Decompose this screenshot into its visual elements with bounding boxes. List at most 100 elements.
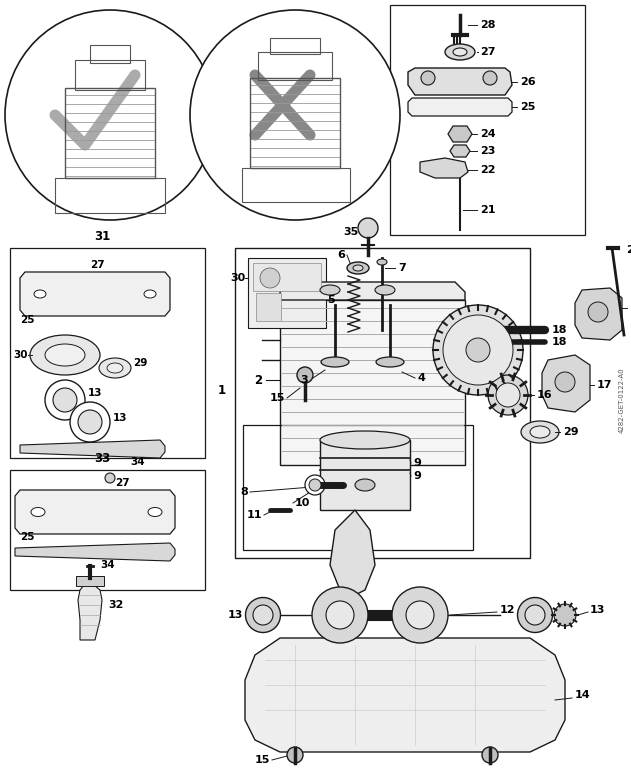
Bar [76, 576, 104, 586]
Text: 30: 30 [13, 350, 28, 360]
Circle shape [190, 10, 400, 220]
Circle shape [326, 601, 354, 629]
Polygon shape [20, 440, 165, 458]
Text: 18: 18 [552, 337, 567, 347]
Bar [242, 168, 350, 202]
Circle shape [466, 338, 490, 362]
Polygon shape [78, 580, 102, 640]
Bar [250, 78, 340, 168]
Text: 33: 33 [95, 452, 110, 465]
Ellipse shape [375, 285, 395, 295]
Polygon shape [448, 126, 472, 142]
Text: 9: 9 [413, 471, 421, 481]
Ellipse shape [253, 605, 273, 625]
Polygon shape [450, 145, 470, 157]
Text: 18: 18 [552, 325, 567, 335]
Ellipse shape [353, 265, 363, 271]
Polygon shape [330, 510, 375, 595]
Bar [75, 60, 145, 90]
Ellipse shape [99, 358, 131, 378]
Circle shape [45, 380, 85, 420]
Text: 34: 34 [130, 457, 144, 467]
Ellipse shape [144, 290, 156, 298]
Ellipse shape [554, 604, 576, 626]
Text: 13: 13 [113, 413, 127, 423]
Text: 5: 5 [327, 295, 335, 305]
Text: 14: 14 [575, 690, 591, 700]
Text: 25: 25 [20, 532, 35, 542]
Circle shape [392, 587, 448, 643]
Text: 26: 26 [520, 77, 536, 87]
Circle shape [555, 372, 575, 392]
Ellipse shape [320, 431, 410, 449]
Text: 17: 17 [597, 380, 613, 390]
Text: 7: 7 [398, 263, 406, 273]
Ellipse shape [530, 426, 550, 438]
Bar [90, 45, 130, 63]
Ellipse shape [45, 344, 85, 366]
Text: 25: 25 [20, 315, 35, 325]
Ellipse shape [347, 262, 369, 274]
Ellipse shape [525, 605, 545, 625]
Text: 15: 15 [269, 393, 285, 403]
Text: 4: 4 [418, 373, 426, 383]
Circle shape [297, 367, 313, 383]
Text: 28: 28 [480, 20, 495, 30]
Text: 24: 24 [480, 129, 495, 139]
Polygon shape [15, 543, 175, 561]
Text: 27: 27 [90, 260, 105, 270]
Circle shape [496, 383, 520, 407]
Circle shape [78, 410, 102, 434]
Bar [248, 258, 326, 328]
Text: 1: 1 [218, 383, 226, 396]
Circle shape [588, 302, 608, 322]
Text: 29: 29 [133, 358, 148, 368]
Bar [270, 38, 320, 54]
Ellipse shape [321, 357, 349, 367]
Text: 16: 16 [537, 390, 553, 400]
Ellipse shape [376, 357, 404, 367]
Polygon shape [245, 638, 565, 752]
Circle shape [483, 71, 497, 85]
Text: 27: 27 [115, 478, 129, 488]
Circle shape [482, 747, 498, 763]
Ellipse shape [377, 259, 387, 265]
Text: 13: 13 [590, 605, 605, 615]
Circle shape [287, 747, 303, 763]
Circle shape [433, 305, 523, 395]
Circle shape [260, 268, 280, 288]
Bar [10, 248, 205, 458]
Bar [235, 248, 530, 558]
Circle shape [305, 475, 325, 495]
Text: 35: 35 [343, 227, 358, 237]
Text: 29: 29 [563, 427, 579, 437]
Text: 15: 15 [255, 755, 270, 765]
Ellipse shape [245, 598, 281, 633]
Polygon shape [408, 98, 512, 116]
Ellipse shape [34, 290, 46, 298]
Polygon shape [20, 272, 170, 316]
Bar [256, 293, 281, 321]
Ellipse shape [521, 421, 559, 443]
Text: 34: 34 [100, 560, 115, 570]
Text: 3: 3 [300, 375, 308, 385]
Text: 10: 10 [295, 498, 310, 508]
Text: 32: 32 [108, 600, 124, 610]
Ellipse shape [31, 508, 45, 517]
Circle shape [309, 479, 321, 491]
Circle shape [406, 601, 434, 629]
Circle shape [70, 402, 110, 442]
Text: 22: 22 [480, 165, 495, 175]
Text: 25: 25 [520, 102, 535, 112]
Polygon shape [575, 288, 622, 340]
Ellipse shape [148, 508, 162, 517]
Bar [243, 425, 473, 550]
Text: 13: 13 [228, 610, 243, 620]
Circle shape [488, 375, 528, 415]
Text: 4282-GET-0122-A0: 4282-GET-0122-A0 [619, 367, 625, 433]
Text: 9: 9 [413, 458, 421, 468]
Text: 21: 21 [480, 205, 495, 215]
Ellipse shape [445, 44, 475, 60]
Bar [253, 263, 321, 291]
Text: 8: 8 [240, 487, 248, 497]
